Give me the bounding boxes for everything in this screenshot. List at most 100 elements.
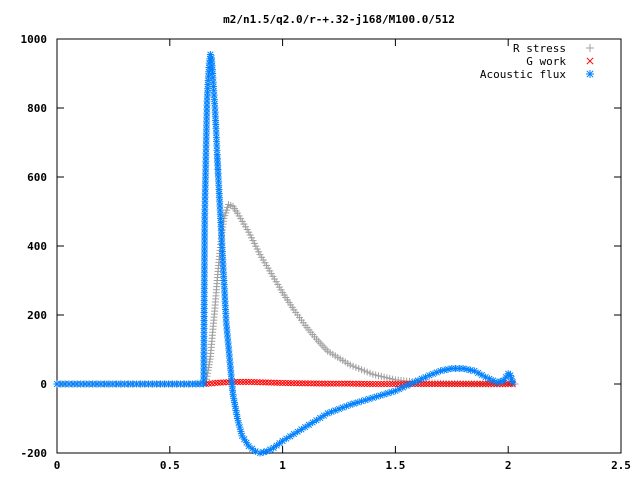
data-point xyxy=(330,380,337,387)
data-point xyxy=(426,380,433,388)
legend-entry: G work xyxy=(526,55,594,68)
x-tick-label: 2 xyxy=(505,459,512,472)
data-point xyxy=(259,379,267,386)
data-point xyxy=(237,378,244,386)
data-point xyxy=(276,379,283,387)
data-point xyxy=(318,380,326,387)
data-point xyxy=(335,380,343,387)
data-point xyxy=(586,44,594,52)
legend-entry: Acoustic flux xyxy=(480,68,594,81)
data-point xyxy=(217,379,224,386)
data-point xyxy=(279,379,286,387)
data-point xyxy=(262,379,269,386)
data-point xyxy=(285,379,292,387)
data-point xyxy=(369,380,376,388)
data-point xyxy=(327,380,334,387)
data-point xyxy=(445,380,453,388)
data-point xyxy=(299,380,306,387)
data-point xyxy=(462,380,470,388)
data-point xyxy=(386,380,393,388)
y-tick-label: 400 xyxy=(27,240,47,253)
data-point xyxy=(304,380,312,387)
data-point xyxy=(468,380,475,388)
data-point xyxy=(239,378,247,386)
data-point xyxy=(361,380,368,388)
data-point xyxy=(225,350,233,358)
x-tick-label: 2.5 xyxy=(611,459,631,472)
data-point xyxy=(268,379,275,386)
y-tick-label: -200 xyxy=(21,447,48,460)
data-point xyxy=(290,430,298,438)
data-point xyxy=(457,380,464,388)
plot-frame xyxy=(56,38,622,454)
data-point xyxy=(383,380,391,388)
data-point xyxy=(349,380,357,387)
y-tick-label: 200 xyxy=(27,309,47,322)
data-point xyxy=(506,371,514,379)
axis-ticks: 0 0.5 1 1.5 2 2.5 -200 0 200 400 600 800 1000 xyxy=(21,33,631,472)
data-point xyxy=(256,379,264,386)
data-point xyxy=(459,380,467,388)
data-point xyxy=(245,378,252,386)
data-point xyxy=(248,378,255,386)
data-point xyxy=(302,380,309,387)
data-point xyxy=(355,380,362,387)
x-tick-label: 0 xyxy=(54,459,61,472)
data-point xyxy=(395,380,402,388)
data-point xyxy=(431,380,439,388)
data-point xyxy=(365,395,373,403)
data-point xyxy=(444,365,452,373)
y-tick-label: 800 xyxy=(27,102,47,115)
data-point xyxy=(428,380,436,388)
chart-title: m2/n1.5/q2.0/r-+.32-j168/M100.0/512 xyxy=(223,13,455,26)
data-point xyxy=(384,389,392,397)
data-point xyxy=(296,380,303,387)
series-acoustic-flux xyxy=(53,51,517,457)
data-point xyxy=(236,423,244,431)
data-point xyxy=(378,380,385,388)
data-point xyxy=(437,367,445,375)
data-point xyxy=(223,379,230,386)
data-point xyxy=(293,380,300,387)
legend-label: G work xyxy=(526,55,566,68)
data-point xyxy=(423,380,430,388)
data-point xyxy=(273,379,281,386)
data-point xyxy=(509,378,517,386)
data-point xyxy=(366,380,374,388)
data-point xyxy=(485,380,492,388)
data-point xyxy=(338,380,345,387)
data-point xyxy=(586,57,594,65)
data-point xyxy=(316,380,323,387)
data-point xyxy=(586,70,594,78)
x-tick-label: 1.5 xyxy=(385,459,405,472)
y-tick-label: 1000 xyxy=(21,33,48,46)
data-point xyxy=(479,380,486,388)
data-point xyxy=(211,379,219,387)
series-layer xyxy=(53,51,519,457)
x-tick-label: 1 xyxy=(279,459,286,472)
legend-entry: R stress xyxy=(513,42,594,55)
data-point xyxy=(440,380,447,388)
y-tick-label: 600 xyxy=(27,171,47,184)
data-point xyxy=(434,380,441,388)
data-point xyxy=(341,380,348,387)
data-point xyxy=(251,378,258,386)
x-tick-label: 0.5 xyxy=(160,459,180,472)
data-point xyxy=(364,380,371,388)
data-point xyxy=(333,380,340,387)
legend-label: Acoustic flux xyxy=(480,68,566,81)
data-point xyxy=(380,380,388,388)
data-point xyxy=(270,379,278,386)
data-point xyxy=(290,379,298,387)
data-point xyxy=(471,380,478,388)
data-point xyxy=(265,379,272,386)
data-point xyxy=(321,380,329,387)
data-point xyxy=(313,380,320,387)
data-point xyxy=(482,380,489,388)
data-point xyxy=(279,437,287,445)
data-point xyxy=(440,366,448,374)
data-point xyxy=(389,380,396,388)
data-point xyxy=(347,380,354,387)
